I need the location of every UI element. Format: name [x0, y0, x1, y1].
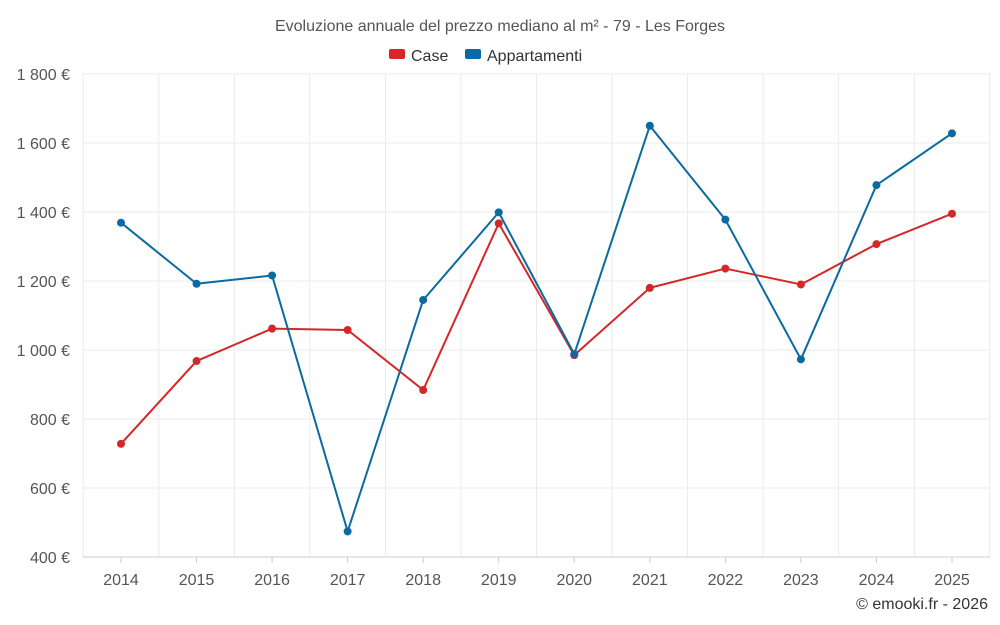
- x-tick-label: 2022: [708, 572, 744, 589]
- series-appartamenti: [117, 121, 956, 536]
- data-point-appartamenti[interactable]: [872, 181, 881, 190]
- x-tick-label: 2014: [103, 572, 139, 589]
- data-point-case[interactable]: [419, 386, 428, 395]
- y-axis: 400 € 600 € 800 € 1 000 € 1 200 € 1 400 € 1 60…: [17, 67, 70, 567]
- x-tick-label: 2018: [405, 572, 441, 589]
- series-line-appartamenti: [120, 124, 953, 533]
- x-tick-label: 2021: [632, 572, 668, 589]
- x-tick-label: 2015: [179, 572, 215, 589]
- data-point-case[interactable]: [268, 324, 277, 333]
- x-tick-label: 2023: [783, 572, 819, 589]
- data-point-case[interactable]: [948, 209, 956, 218]
- legend-item-appartamenti[interactable]: Appartamenti: [465, 48, 582, 65]
- legend-label: Case: [411, 48, 448, 65]
- y-tick-label: 1 400 €: [17, 205, 70, 222]
- data-point-appartamenti[interactable]: [796, 355, 805, 364]
- x-tick-label: 2025: [934, 572, 970, 589]
- data-point-appartamenti[interactable]: [494, 208, 503, 217]
- x-tick-label: 2019: [481, 572, 517, 589]
- data-point-case[interactable]: [721, 264, 730, 273]
- y-tick-label: 400 €: [30, 550, 70, 567]
- data-point-appartamenti[interactable]: [117, 218, 125, 227]
- legend-item-case[interactable]: Case: [389, 48, 448, 65]
- data-point-appartamenti[interactable]: [419, 295, 428, 304]
- data-point-appartamenti[interactable]: [268, 271, 277, 280]
- data-point-case[interactable]: [796, 280, 805, 289]
- grid: [82, 73, 991, 558]
- data-point-case[interactable]: [192, 357, 201, 366]
- y-tick-label: 1 000 €: [17, 343, 70, 360]
- legend-swatch: [465, 49, 481, 59]
- legend-label: Appartamenti: [487, 48, 582, 65]
- x-tick-label: 2020: [556, 572, 592, 589]
- y-tick-label: 1 200 €: [17, 274, 70, 291]
- data-point-case[interactable]: [117, 439, 125, 448]
- chart-title: Evoluzione annuale del prezzo mediano al…: [275, 18, 725, 35]
- data-point-case[interactable]: [343, 325, 352, 334]
- x-axis: 2014 2015 2016 2017 2018 2019 2020 2021 2022 2023…: [83, 556, 990, 589]
- data-point-appartamenti[interactable]: [721, 215, 730, 224]
- data-point-case[interactable]: [494, 219, 503, 228]
- y-tick-label: 600 €: [30, 481, 70, 498]
- data-point-case[interactable]: [645, 283, 654, 292]
- data-point-appartamenti[interactable]: [570, 350, 579, 359]
- y-tick-label: 1 800 €: [17, 67, 70, 84]
- data-point-appartamenti[interactable]: [343, 527, 352, 536]
- x-tick-label: 2016: [254, 572, 290, 589]
- data-point-appartamenti[interactable]: [192, 279, 201, 288]
- legend: Case Appartamenti: [389, 48, 582, 65]
- data-point-appartamenti[interactable]: [645, 121, 654, 130]
- series-layer: [117, 121, 956, 536]
- series-case: [117, 209, 956, 448]
- y-tick-label: 1 600 €: [17, 136, 70, 153]
- x-tick-label: 2017: [330, 572, 366, 589]
- data-point-case[interactable]: [872, 240, 881, 249]
- credit-text: © emooki.fr - 2026: [856, 596, 988, 613]
- y-tick-label: 800 €: [30, 412, 70, 429]
- x-tick-label: 2024: [859, 572, 895, 589]
- data-point-appartamenti[interactable]: [948, 129, 956, 138]
- legend-swatch: [389, 49, 405, 59]
- series-line-case: [120, 212, 953, 445]
